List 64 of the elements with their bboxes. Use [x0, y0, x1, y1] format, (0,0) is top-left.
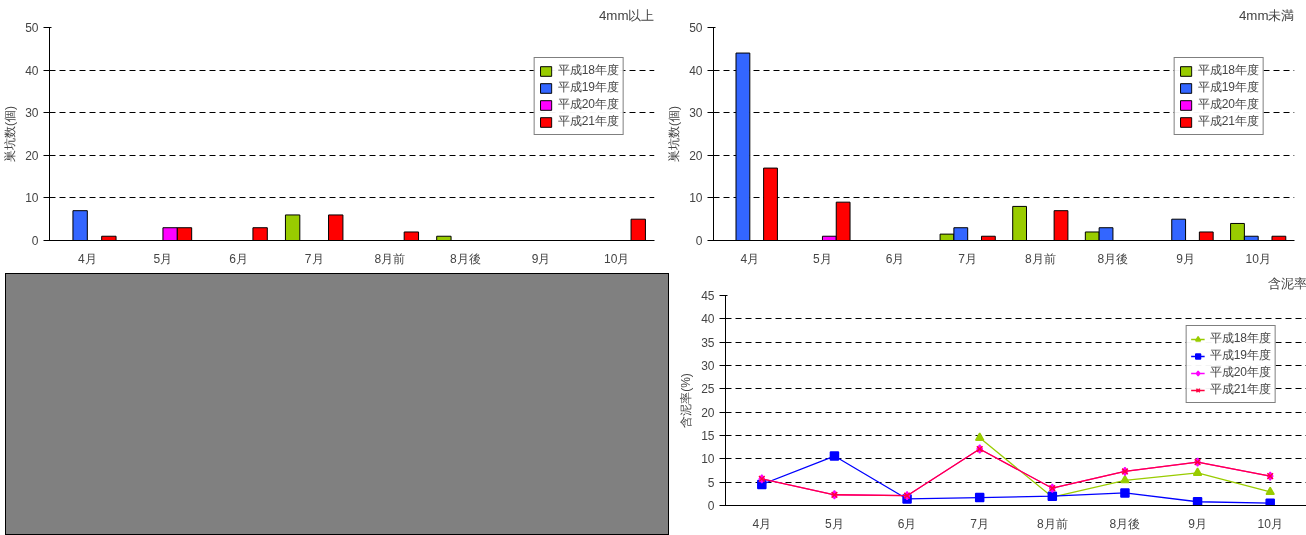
chart-title: 4mm未満	[1238, 7, 1295, 23]
y-tick-label: 30	[689, 106, 703, 121]
y-tick-label: 10	[689, 191, 703, 206]
x-tick-label: 4月	[77, 251, 97, 266]
y-tick-label: 50	[25, 21, 39, 35]
x-tick-label: 9月	[1188, 516, 1207, 531]
x-tick-label: 5月	[813, 251, 832, 266]
legend-label: 平成20年度	[1209, 364, 1271, 381]
legend-label: 平成20年度	[1197, 96, 1259, 113]
y-tick-label: 40	[689, 63, 703, 78]
y-tick-label: 10	[701, 452, 715, 467]
x-tick-label: 8月前	[1036, 516, 1068, 531]
y-tick-label: 25	[701, 382, 715, 397]
legend-label: 平成21年度	[557, 113, 619, 130]
legend-label: 平成18年度	[1197, 62, 1259, 79]
y-tick-label: 10	[25, 191, 39, 206]
x-tick-label: 9月	[1176, 251, 1195, 266]
y-tick-label: 5	[707, 475, 715, 490]
y-tick-label: 20	[689, 148, 703, 163]
x-tick-label: 6月	[897, 516, 917, 531]
x-tick-label: 8月後	[1097, 251, 1129, 266]
y-tick-label: 40	[25, 63, 39, 78]
x-tick-label: 8月後	[1109, 516, 1141, 531]
y-tick-label: 0	[707, 499, 715, 513]
x-tick-label: 7月	[970, 516, 990, 531]
x-tick-label: 10月	[604, 251, 630, 266]
x-tick-label: 10月	[1257, 516, 1283, 531]
y-tick-label: 45	[701, 289, 715, 303]
y-tick-label: 0	[695, 234, 703, 248]
x-tick-label: 7月	[958, 251, 978, 266]
x-tick-label: 4月	[752, 516, 772, 531]
x-tick-label: 5月	[153, 251, 173, 266]
legend-label: 平成19年度	[1197, 79, 1259, 96]
x-tick-label: 5月	[825, 516, 844, 531]
x-tick-label: 6月	[229, 251, 248, 266]
y-axis-title: 巣坑数(個)	[667, 106, 682, 162]
legend-label: 平成19年度	[1209, 347, 1271, 364]
chart-title: 含泥率	[1267, 275, 1306, 291]
y-axis-title: 含泥率(%)	[679, 373, 694, 428]
y-tick-label: 20	[701, 405, 715, 420]
x-tick-label: 8月前	[374, 251, 406, 266]
y-tick-label: 0	[31, 234, 39, 248]
legend-label: 平成18年度	[557, 62, 619, 79]
legend-label: 平成21年度	[1197, 113, 1259, 130]
x-tick-label: 8月前	[1024, 251, 1056, 266]
x-tick-label: 8月後	[450, 251, 481, 266]
y-tick-label: 35	[701, 335, 715, 350]
y-tick-label: 50	[689, 21, 703, 35]
x-tick-label: 6月	[885, 251, 905, 266]
legend-label: 平成19年度	[557, 79, 619, 96]
chart-title: 4mm以上	[598, 7, 655, 23]
y-tick-label: 30	[701, 359, 715, 373]
x-tick-label: 9月	[531, 251, 551, 266]
y-tick-label: 20	[25, 148, 39, 163]
x-tick-label: 4月	[740, 251, 760, 266]
x-tick-label: 10月	[1245, 251, 1271, 266]
x-tick-label: 7月	[304, 251, 324, 266]
legend-label: 平成21年度	[1209, 381, 1271, 398]
legend-label: 平成20年度	[557, 96, 619, 113]
legend-label: 平成18年度	[1209, 330, 1271, 347]
y-axis-title: 巣坑数(個)	[3, 106, 18, 162]
y-tick-label: 30	[25, 106, 39, 121]
y-tick-label: 15	[701, 429, 715, 443]
y-tick-label: 40	[701, 312, 715, 327]
